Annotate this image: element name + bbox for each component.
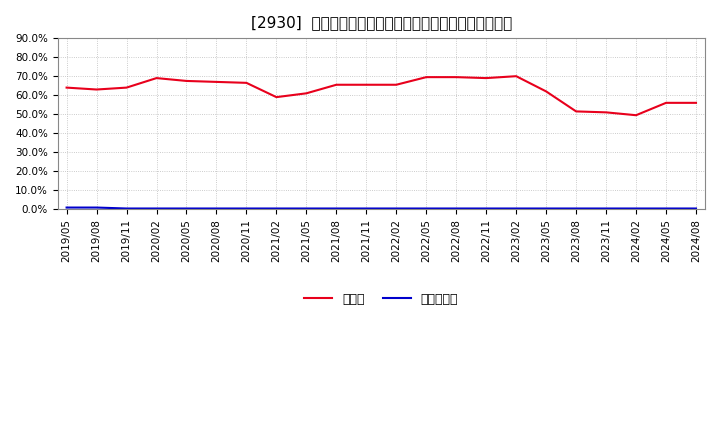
現頲金 bbox=[662, 100, 670, 106]
現頲金 bbox=[212, 79, 221, 84]
有利子負債 bbox=[452, 206, 461, 211]
現頲金 bbox=[542, 89, 551, 94]
有利子負債 bbox=[212, 206, 221, 211]
有利子負債 bbox=[542, 206, 551, 211]
有利子負債 bbox=[182, 206, 191, 211]
現頲金 bbox=[631, 113, 640, 118]
Line: 現頲金: 現頲金 bbox=[66, 76, 696, 115]
有利子負債 bbox=[392, 206, 400, 211]
有利子負債 bbox=[512, 206, 521, 211]
現頲金 bbox=[302, 91, 311, 96]
有利子負債 bbox=[631, 206, 640, 211]
現頲金 bbox=[152, 75, 161, 81]
現頲金 bbox=[602, 110, 611, 115]
有利子負債 bbox=[302, 206, 311, 211]
有利子負債 bbox=[482, 206, 490, 211]
有利子負債 bbox=[422, 206, 431, 211]
有利子負債 bbox=[242, 206, 251, 211]
Legend: 現頲金, 有利子負債: 現頲金, 有利子負債 bbox=[300, 288, 463, 311]
有利子負債 bbox=[572, 206, 580, 211]
有利子負債 bbox=[602, 206, 611, 211]
現頲金 bbox=[332, 82, 341, 88]
現頲金 bbox=[692, 100, 701, 106]
現頲金 bbox=[272, 95, 281, 100]
現頲金 bbox=[122, 85, 131, 90]
Line: 有利子負債: 有利子負債 bbox=[66, 208, 696, 209]
現頲金 bbox=[422, 74, 431, 80]
現頲金 bbox=[242, 80, 251, 85]
有利子負債 bbox=[122, 206, 131, 211]
有利子負債 bbox=[662, 206, 670, 211]
現頲金 bbox=[512, 73, 521, 79]
有利子負債 bbox=[62, 205, 71, 210]
現頲金 bbox=[572, 109, 580, 114]
有利子負債 bbox=[332, 206, 341, 211]
有利子負債 bbox=[362, 206, 371, 211]
現頲金 bbox=[182, 78, 191, 84]
現頲金 bbox=[362, 82, 371, 88]
有利子負債 bbox=[92, 205, 101, 210]
現頲金 bbox=[62, 85, 71, 90]
有利子負債 bbox=[272, 206, 281, 211]
有利子負債 bbox=[692, 206, 701, 211]
現頲金 bbox=[452, 74, 461, 80]
現頲金 bbox=[392, 82, 400, 88]
Title: [2930]  現頲金、有利子負債の総資産に対する比率の推移: [2930] 現頲金、有利子負債の総資産に対する比率の推移 bbox=[251, 15, 512, 30]
現頲金 bbox=[482, 75, 490, 81]
有利子負債 bbox=[152, 206, 161, 211]
現頲金 bbox=[92, 87, 101, 92]
